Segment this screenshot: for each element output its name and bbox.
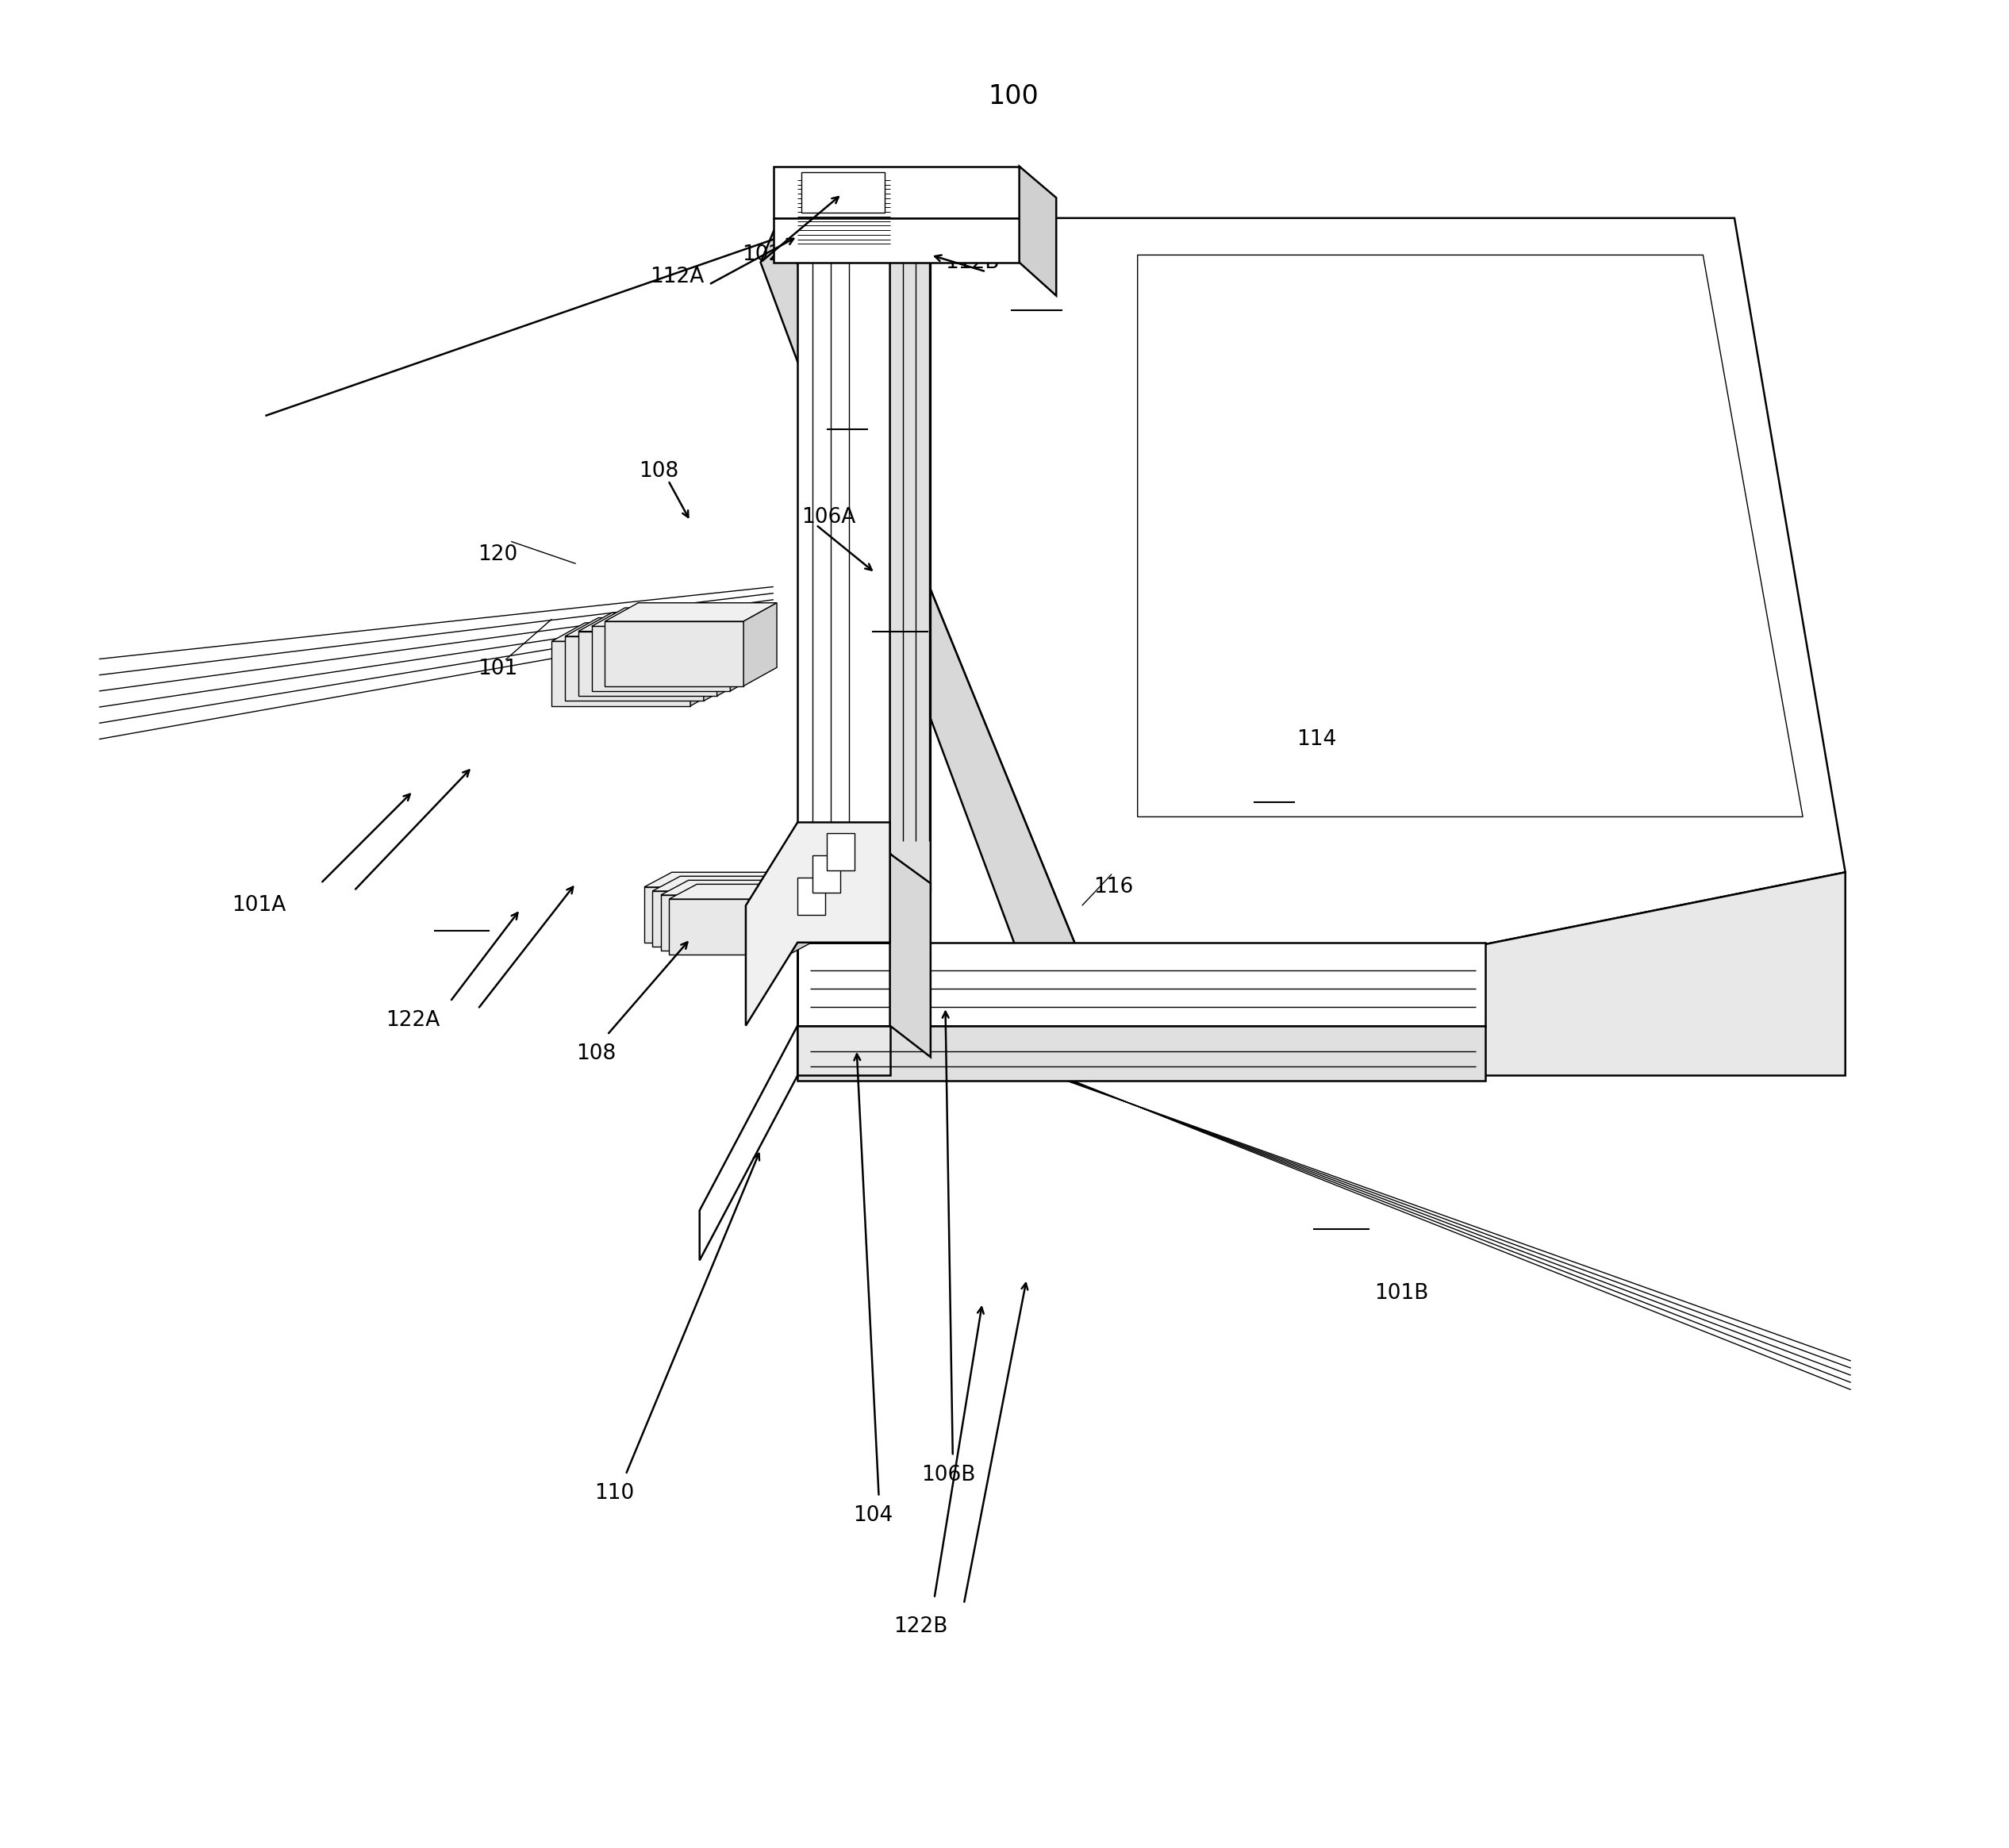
Polygon shape bbox=[779, 218, 1846, 1020]
Polygon shape bbox=[798, 878, 826, 915]
Polygon shape bbox=[593, 608, 763, 626]
Text: 122A: 122A bbox=[386, 1009, 440, 1031]
Polygon shape bbox=[812, 856, 840, 893]
Polygon shape bbox=[669, 898, 790, 954]
Polygon shape bbox=[1063, 872, 1846, 1076]
Polygon shape bbox=[1019, 166, 1057, 296]
Polygon shape bbox=[552, 623, 723, 641]
Polygon shape bbox=[802, 172, 884, 213]
Polygon shape bbox=[653, 876, 800, 891]
Polygon shape bbox=[593, 626, 729, 691]
Text: 112A: 112A bbox=[649, 266, 703, 288]
Text: 120: 120 bbox=[478, 543, 518, 565]
Polygon shape bbox=[745, 822, 890, 1026]
Polygon shape bbox=[579, 614, 749, 632]
Polygon shape bbox=[790, 883, 818, 954]
Polygon shape bbox=[645, 887, 763, 942]
Text: 122B: 122B bbox=[894, 1615, 948, 1637]
Polygon shape bbox=[828, 833, 854, 870]
Polygon shape bbox=[763, 872, 792, 942]
Polygon shape bbox=[890, 854, 930, 1057]
Polygon shape bbox=[798, 218, 890, 854]
Polygon shape bbox=[1137, 255, 1802, 817]
Polygon shape bbox=[661, 880, 808, 894]
Polygon shape bbox=[798, 854, 890, 1026]
Polygon shape bbox=[699, 1026, 798, 1260]
Polygon shape bbox=[579, 632, 717, 697]
Polygon shape bbox=[773, 218, 1019, 262]
Text: 101B: 101B bbox=[1374, 1283, 1428, 1305]
Text: 101: 101 bbox=[478, 658, 518, 680]
Polygon shape bbox=[773, 166, 1019, 218]
Text: 104: 104 bbox=[854, 1504, 892, 1526]
Polygon shape bbox=[605, 621, 743, 686]
Polygon shape bbox=[798, 942, 1485, 1026]
Polygon shape bbox=[691, 623, 723, 706]
Text: 100: 100 bbox=[988, 83, 1039, 109]
Text: 106B: 106B bbox=[922, 1464, 976, 1486]
Text: 112B: 112B bbox=[946, 251, 1000, 274]
Polygon shape bbox=[552, 641, 691, 706]
Polygon shape bbox=[703, 617, 737, 700]
Polygon shape bbox=[605, 602, 777, 621]
Polygon shape bbox=[761, 218, 1107, 1076]
Polygon shape bbox=[729, 608, 763, 691]
Polygon shape bbox=[717, 614, 749, 697]
Polygon shape bbox=[661, 894, 782, 950]
Text: 108: 108 bbox=[639, 460, 679, 482]
Polygon shape bbox=[773, 876, 800, 946]
Polygon shape bbox=[669, 883, 818, 898]
Polygon shape bbox=[645, 872, 792, 887]
Polygon shape bbox=[565, 636, 703, 700]
Text: 106A: 106A bbox=[802, 506, 856, 529]
Polygon shape bbox=[798, 1026, 890, 1076]
Text: 108: 108 bbox=[577, 1042, 615, 1064]
Polygon shape bbox=[798, 1026, 1485, 1081]
Polygon shape bbox=[653, 891, 773, 946]
Text: 102: 102 bbox=[741, 244, 782, 266]
Text: 116: 116 bbox=[1093, 876, 1133, 898]
Text: 101A: 101A bbox=[233, 894, 285, 917]
Polygon shape bbox=[565, 617, 737, 636]
Text: 110: 110 bbox=[595, 1482, 635, 1504]
Text: 114: 114 bbox=[1296, 728, 1336, 750]
Polygon shape bbox=[743, 602, 777, 686]
Polygon shape bbox=[782, 880, 808, 950]
Polygon shape bbox=[890, 218, 930, 891]
